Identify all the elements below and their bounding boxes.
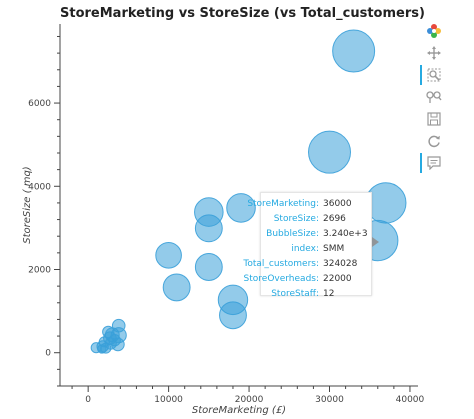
chart-title: StoreMarketing vs StoreSize (vs Total_cu… bbox=[60, 6, 425, 21]
y-tick-label: 4000 bbox=[28, 182, 51, 192]
tooltip-row-total-customers: Total_customers: 324028 bbox=[243, 257, 371, 272]
tooltip-pointer bbox=[372, 237, 379, 247]
labels-layer: 0 10000 20000 30000 40000 0 2000 4000 6000 StoreM… bbox=[22, 99, 425, 416]
box-zoom-icon[interactable] bbox=[424, 66, 444, 84]
tooltip-key: StoreSize: bbox=[273, 214, 319, 224]
hover-tooltip: StoreMarketing: 36000 StoreSize: 2696 Bu… bbox=[243, 192, 372, 299]
x-tick-label: 10000 bbox=[154, 395, 183, 405]
data-point bbox=[111, 337, 125, 352]
x-tick-label: 30000 bbox=[315, 395, 344, 405]
tooltip-row-store-marketing: StoreMarketing: 36000 bbox=[247, 197, 371, 212]
y-axis-label: StoreSize ( mq) bbox=[22, 166, 33, 243]
save-icon[interactable] bbox=[424, 110, 444, 128]
bokeh-logo-icon[interactable] bbox=[424, 22, 444, 40]
data-point bbox=[155, 242, 182, 269]
y-tick-label: 2000 bbox=[28, 265, 51, 275]
axes-layer bbox=[54, 24, 418, 392]
tooltip-value: 12 bbox=[323, 289, 335, 299]
tooltip-key: StoreMarketing: bbox=[247, 199, 319, 209]
wheel-zoom-icon[interactable] bbox=[424, 88, 444, 106]
tooltip-row-index: index: SMM bbox=[261, 242, 371, 257]
tooltip-key: BubbleSize: bbox=[266, 229, 319, 239]
data-point bbox=[162, 273, 191, 302]
x-tick-label: 20000 bbox=[235, 395, 264, 405]
tooltip-value: 3.240e+3 bbox=[323, 229, 368, 239]
hover-tooltip-icon[interactable] bbox=[424, 154, 444, 172]
tooltip-row-store-staff: StoreStaff: 12 bbox=[261, 287, 371, 302]
tooltip-row-store-overheads: StoreOverheads: 22000 bbox=[244, 272, 371, 287]
tooltip-value: 22000 bbox=[323, 274, 352, 284]
tooltip-key: StoreStaff: bbox=[271, 289, 319, 299]
data-point bbox=[97, 344, 107, 354]
data-point bbox=[308, 130, 352, 174]
reset-icon[interactable] bbox=[424, 132, 444, 150]
tooltip-key: StoreOverheads: bbox=[243, 274, 319, 284]
tooltip-value: 36000 bbox=[323, 199, 352, 209]
data-point bbox=[332, 29, 376, 73]
data-point bbox=[219, 301, 247, 330]
data-point bbox=[226, 193, 256, 223]
data-point bbox=[194, 214, 223, 243]
chart-toolbar bbox=[420, 22, 446, 182]
tooltip-row-store-size: StoreSize: 2696 bbox=[261, 212, 371, 227]
data-point bbox=[194, 253, 223, 281]
tooltip-value: SMM bbox=[323, 244, 345, 254]
pan-move-icon[interactable] bbox=[424, 44, 444, 62]
hover-active-indicator bbox=[420, 153, 422, 173]
y-tick-label: 6000 bbox=[28, 99, 51, 109]
points-layer bbox=[90, 29, 407, 354]
tooltip-value: 2696 bbox=[323, 214, 346, 224]
y-tick-label: 0 bbox=[45, 349, 51, 359]
x-tick-label: 0 bbox=[85, 395, 91, 405]
x-axis-label: StoreMarketing (£) bbox=[192, 405, 286, 416]
box-zoom-active-indicator bbox=[420, 65, 422, 85]
tooltip-key: index: bbox=[291, 244, 319, 254]
tooltip-value: 324028 bbox=[323, 259, 358, 269]
x-tick-label: 40000 bbox=[396, 395, 425, 405]
tooltip-row-bubble-size: BubbleSize: 3.240e+3 bbox=[261, 227, 371, 242]
tooltip-key: Total_customers: bbox=[243, 259, 319, 269]
